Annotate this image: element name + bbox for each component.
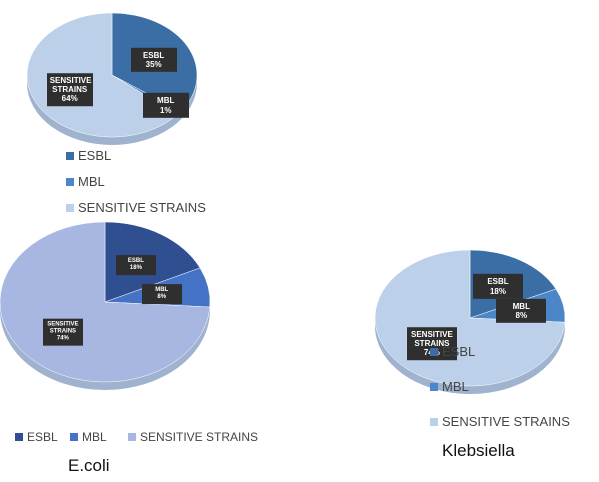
data-label-name: MBL — [155, 286, 169, 293]
legend-label: SENSITIVE STRAINS — [140, 430, 259, 444]
chart-caption: Klebsiella — [442, 441, 515, 460]
data-label-value: 18% — [129, 264, 142, 271]
legend-swatch — [70, 433, 78, 441]
data-label-name: ESBL — [487, 277, 509, 287]
legend-item: SENSITIVE STRAINS — [430, 414, 570, 429]
legend-swatch — [128, 433, 136, 441]
legend-label: MBL — [78, 174, 105, 189]
data-label-name: SENSITIVE STRAINS — [411, 329, 453, 348]
legend-item: ESBL — [15, 430, 58, 444]
data-label-value: 74% — [56, 335, 69, 342]
legend-swatch — [66, 204, 74, 212]
legend-item: SENSITIVE STRAINS — [66, 200, 206, 215]
legend-label: MBL — [82, 430, 107, 444]
data-label: ESBL 35% — [130, 47, 177, 72]
legend-label: MBL — [442, 379, 469, 394]
legend-item: ESBL — [66, 148, 111, 163]
legend-swatch — [15, 433, 23, 441]
legend-label: ESBL — [442, 344, 476, 359]
data-label: MBL 1% — [142, 93, 189, 118]
legend-item: MBL — [70, 430, 107, 444]
data-label: MBL 8% — [496, 298, 547, 324]
legend-swatch — [430, 383, 438, 391]
data-label-name: MBL — [512, 301, 530, 311]
data-label: ESBL 18% — [115, 254, 156, 275]
chart-caption: E.coli — [68, 456, 110, 475]
legend-label: SENSITIVE STRAINS — [78, 200, 206, 215]
data-label-name: SENSITIVE STRAINS — [47, 321, 79, 335]
data-label: SENSITIVE STRAINS 64% — [46, 72, 93, 107]
data-label-name: ESBL — [127, 257, 144, 264]
legend-swatch — [430, 418, 438, 426]
data-label-value: 18% — [489, 286, 506, 296]
data-label-name: SENSITIVE STRAINS — [49, 75, 92, 94]
data-label: MBL 8% — [141, 283, 182, 304]
legend-item: MBL — [66, 174, 105, 189]
legend-item: SENSITIVE STRAINS — [128, 430, 258, 444]
data-label-value: 64% — [61, 94, 78, 104]
legend-label: ESBL — [27, 430, 58, 444]
data-label-value: 8% — [157, 293, 167, 300]
legend-item: MBL — [430, 379, 469, 394]
legend-item: ESBL — [430, 344, 475, 359]
data-label-value: 1% — [159, 105, 172, 115]
data-label-name: MBL — [157, 96, 175, 106]
data-label-value: 35% — [145, 59, 162, 69]
data-label-value: 8% — [515, 310, 528, 320]
legend-swatch — [430, 348, 438, 356]
legend-swatch — [66, 178, 74, 186]
legend-swatch — [66, 152, 74, 160]
data-label-name: ESBL — [142, 50, 165, 60]
legend-label: ESBL — [78, 148, 112, 163]
data-label: ESBL 18% — [472, 274, 523, 299]
legend-label: SENSITIVE STRAINS — [442, 414, 570, 429]
